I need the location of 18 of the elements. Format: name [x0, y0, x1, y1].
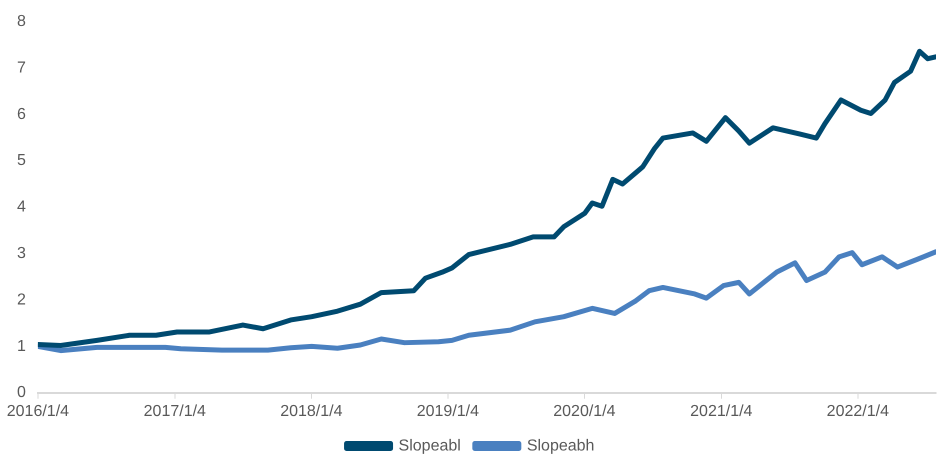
x-tick-label: 2016/1/4	[6, 402, 70, 420]
x-tick-label: 2018/1/4	[280, 402, 343, 420]
x-tick-label: 2022/1/4	[826, 402, 890, 420]
y-tick-label: 4	[16, 198, 26, 216]
legend-label: Slopeabl	[398, 437, 461, 454]
x-tick-label: 2021/1/4	[690, 402, 753, 420]
y-tick-label: 2	[16, 291, 26, 308]
y-tick-label: 3	[16, 245, 26, 262]
y-tick-label: 1	[16, 338, 26, 355]
y-tick-label: 5	[16, 152, 26, 170]
y-tick-label: 0	[16, 384, 26, 402]
y-tick-label: 7	[16, 59, 26, 76]
legend-label: Slopeabh	[526, 437, 594, 454]
x-tick-label: 2017/1/4	[144, 402, 206, 420]
y-tick-label: 6	[16, 106, 26, 123]
y-tick-label: 8	[16, 13, 26, 30]
x-tick-label: 2020/1/4	[553, 402, 616, 420]
x-tick-label: 2019/1/4	[416, 402, 480, 420]
